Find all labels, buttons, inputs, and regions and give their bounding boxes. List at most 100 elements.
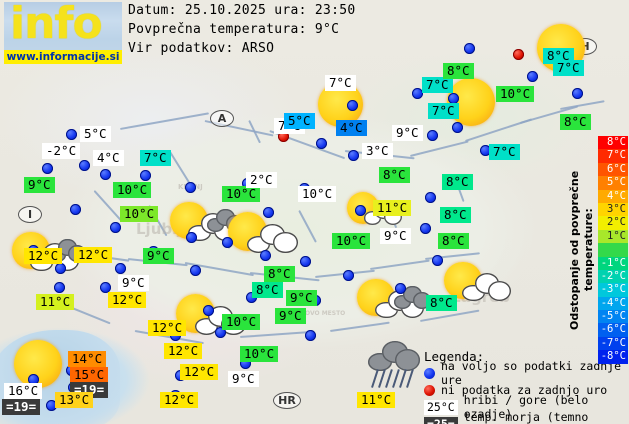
station-dot-available[interactable] (203, 305, 214, 316)
station-dot-available[interactable] (527, 71, 538, 82)
station-dot-available[interactable] (222, 237, 233, 248)
station-dot-available[interactable] (215, 327, 226, 338)
temperature-label: 9°C (275, 308, 306, 324)
station-dot-available[interactable] (100, 169, 111, 180)
scale-row: 4°C (598, 189, 628, 203)
country-marker-a: A (210, 110, 234, 127)
station-dot-available[interactable] (79, 160, 90, 171)
rain-streak-icon (406, 369, 414, 388)
weather-icon-sun-cloud (357, 275, 431, 321)
station-dot-available[interactable] (100, 282, 111, 293)
temperature-label: 10°C (332, 233, 371, 249)
temperature-label: 8°C (442, 174, 473, 190)
temperature-label: 5°C (80, 126, 111, 142)
weather-icon-sun-cloud (228, 208, 305, 256)
scale-row: -4°C (598, 296, 628, 311)
temperature-label: 12°C (164, 343, 203, 359)
station-dot-available[interactable] (186, 232, 197, 243)
cloud-icon (368, 340, 420, 372)
station-dot-available[interactable] (305, 330, 316, 341)
station-dot-available[interactable] (480, 145, 491, 156)
temperature-label: 8°C (264, 266, 295, 282)
scale-row (598, 243, 628, 257)
station-dot-available[interactable] (240, 358, 251, 369)
station-dot-no-data[interactable] (513, 49, 524, 60)
temperature-label: 7°C (325, 75, 356, 91)
station-dot-available[interactable] (452, 122, 463, 133)
station-dot-available[interactable] (28, 374, 39, 385)
temperature-label: 9°C (286, 290, 317, 306)
cloud-icon (462, 273, 511, 302)
station-dot-available[interactable] (190, 265, 201, 276)
station-dot-available[interactable] (464, 43, 475, 54)
station-dot-available[interactable] (115, 263, 126, 274)
temperature-label: 10°C (298, 186, 337, 202)
temperature-label: 10°C (222, 314, 261, 330)
legend-title: Legenda: (424, 349, 485, 364)
scale-title: Odstopanje od povprečne temperature: (568, 170, 595, 330)
station-dot-available[interactable] (432, 255, 443, 266)
temperature-label: 4°C (93, 150, 124, 166)
station-dot-no-data[interactable] (278, 131, 289, 142)
temperature-label: 10°C (222, 186, 261, 202)
legend-row-sea-temp: =25= temp. morja (temno ozadje) (424, 410, 629, 424)
scale-row: -2°C (598, 269, 628, 284)
temperature-label: 8°C (440, 207, 471, 223)
station-dot-available[interactable] (448, 93, 459, 104)
station-dot-available[interactable] (46, 400, 57, 411)
temperature-label: 7°C (553, 60, 584, 76)
station-dot-available[interactable] (355, 205, 366, 216)
station-dot-available[interactable] (572, 88, 583, 99)
station-dot-available[interactable] (348, 150, 359, 161)
station-dot-available[interactable] (70, 204, 81, 215)
station-dot-available[interactable] (316, 138, 327, 149)
temperature-label: -2°C (42, 143, 81, 159)
station-dot-available[interactable] (343, 270, 354, 281)
temperature-label: 8°C (560, 114, 591, 130)
scale-row: -8°C (598, 350, 628, 364)
station-dot-available[interactable] (412, 88, 423, 99)
temperature-label: 9°C (392, 125, 423, 141)
temperature-label: 14°C (68, 351, 107, 367)
logo-url: www.informacije.si (4, 50, 122, 64)
station-dot-available[interactable] (246, 292, 257, 303)
station-dot-available[interactable] (54, 282, 65, 293)
temperature-label: 9°C (143, 248, 174, 264)
station-dot-available[interactable] (185, 182, 196, 193)
station-dot-available[interactable] (140, 170, 151, 181)
temperature-label: 9°C (24, 177, 55, 193)
station-dot-available[interactable] (260, 250, 271, 261)
temperature-label: 12°C (180, 364, 219, 380)
station-dot-available[interactable] (427, 130, 438, 141)
station-dot-available[interactable] (300, 256, 311, 267)
temperature-label: 8°C (252, 282, 283, 298)
scale-row: 3°C (598, 202, 628, 217)
station-dot-available[interactable] (42, 163, 53, 174)
site-logo[interactable]: info www.informacije.si (4, 2, 122, 64)
legend-row-no-data: ni podatka za zadnjo uro (424, 382, 629, 398)
station-dot-available[interactable] (263, 207, 274, 218)
station-dot-available[interactable] (420, 223, 431, 234)
scale-row: -6°C (598, 323, 628, 337)
temperature-label: 3°C (362, 143, 393, 159)
temperature-label: 12°C (74, 247, 113, 263)
station-dot-available[interactable] (395, 283, 406, 294)
station-dot-available[interactable] (425, 192, 436, 203)
temperature-label: 12°C (24, 248, 63, 264)
cloud-icon (247, 223, 298, 254)
temperature-label: 11°C (373, 200, 412, 216)
temperature-label: 7°C (428, 103, 459, 119)
temperature-label: 8°C (443, 63, 474, 79)
legend-label-no-data: ni podatka za zadnjo uro (441, 383, 608, 397)
blue-dot-icon (424, 367, 435, 379)
legend-row-mountains: 25°C hribi / gore (belo ozadje) (424, 393, 629, 421)
scale-row: 7°C (598, 149, 628, 163)
station-dot-available[interactable] (110, 222, 121, 233)
station-dot-available[interactable] (66, 129, 77, 140)
header-date-time: Datum: 25.10.2025 ura: 23:50 (128, 3, 356, 18)
station-dot-available[interactable] (347, 100, 358, 111)
scale-bar: 8°C 7°C 6°C 5°C 4°C 3°C 2°C 1°C -1°C -2°C -3°C -4°C… (598, 136, 628, 364)
city-name-novo-mesto: NOVO MESTO (300, 310, 346, 317)
station-dot-available[interactable] (55, 263, 66, 274)
